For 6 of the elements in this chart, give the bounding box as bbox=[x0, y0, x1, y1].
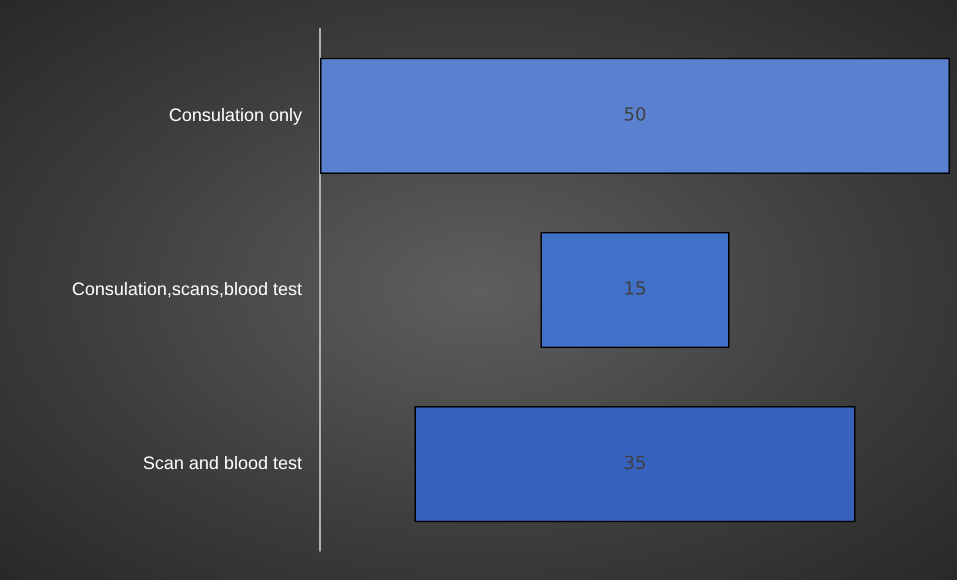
category-label: Consulation only bbox=[168, 104, 302, 125]
category-label: Scan and blood test bbox=[142, 453, 302, 474]
data-label: 50 bbox=[624, 104, 646, 126]
data-label: 35 bbox=[624, 452, 646, 474]
data-label: 15 bbox=[624, 278, 646, 300]
category-label: Consulation,scans,blood test bbox=[72, 278, 302, 299]
